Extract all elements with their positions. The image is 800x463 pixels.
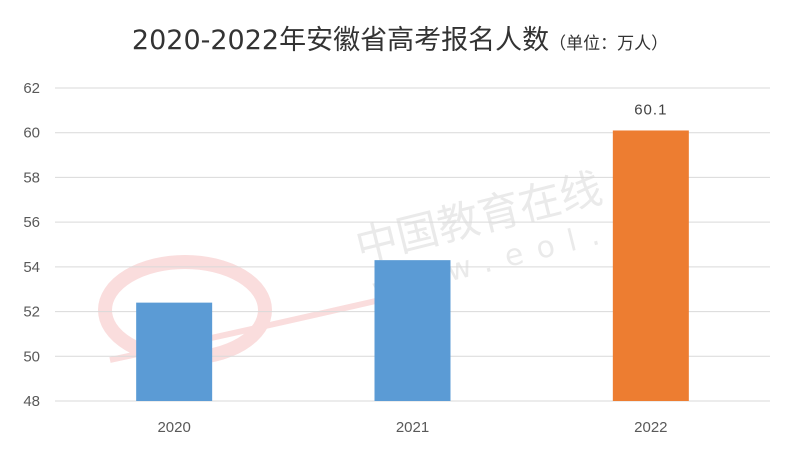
- chart-title-block: 2020-2022年安徽省高考报名人数（单位：万人）: [0, 18, 800, 57]
- x-tick-label: 2021: [396, 419, 429, 436]
- x-tick-label: 2022: [634, 419, 667, 436]
- x-tick-label: 2020: [157, 419, 190, 436]
- bar-2020: [136, 302, 213, 401]
- chart-unit: （单位：万人）: [549, 34, 669, 54]
- y-tick-label: 52: [23, 304, 40, 321]
- y-tick-label: 58: [23, 169, 40, 186]
- data-label: 60.1: [634, 101, 667, 118]
- y-tick-label: 60: [23, 125, 40, 142]
- y-tick-label: 50: [23, 348, 40, 365]
- chart-title: 2020-2022年安徽省高考报名人数: [131, 25, 550, 56]
- y-tick-label: 56: [23, 214, 40, 231]
- y-tick-label: 54: [23, 259, 40, 276]
- y-tick-label: 48: [23, 393, 40, 410]
- bar-2022: [612, 130, 689, 401]
- bar-2021: [374, 260, 451, 401]
- y-tick-label: 62: [23, 80, 40, 97]
